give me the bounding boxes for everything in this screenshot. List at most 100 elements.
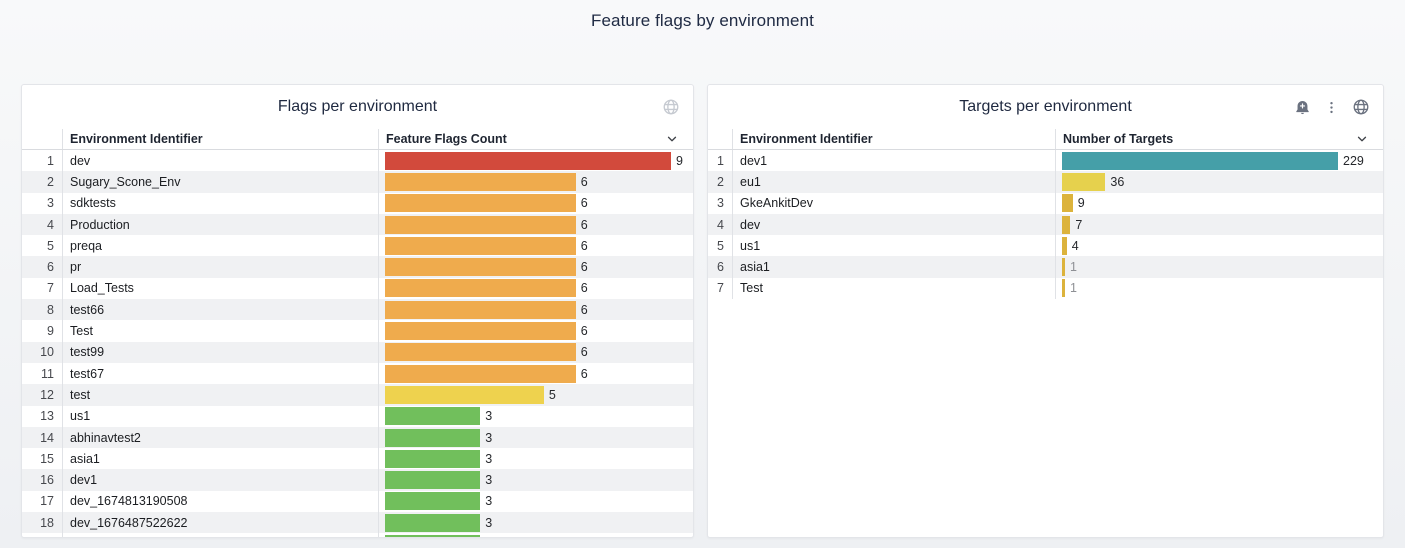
table-row: 7 Load_Tests 6 — [22, 277, 693, 300]
table-row: 11 test67 6 — [22, 362, 693, 385]
kebab-menu-icon[interactable] — [1324, 100, 1339, 115]
value-label: 6 — [580, 302, 588, 317]
environment-name: test — [63, 384, 379, 406]
chevron-down-icon[interactable] — [665, 132, 679, 146]
value-bar — [385, 279, 576, 298]
table-row: 16 dev1 3 — [22, 469, 693, 491]
environment-name: dev_1676487522622 — [63, 512, 379, 534]
table-row: 9 Test 6 — [22, 320, 693, 342]
value-label: 6 — [580, 281, 588, 296]
table-row: 5 preqa 6 — [22, 235, 693, 257]
bar-cell: 6 — [379, 342, 693, 363]
value-bar — [385, 364, 576, 383]
environment-name: dev1 — [733, 150, 1056, 172]
row-number: 1 — [708, 150, 733, 172]
value-label: 7 — [1075, 217, 1083, 232]
environment-column-header[interactable]: Environment Identifier — [733, 129, 1056, 149]
environment-name: asia1 — [733, 256, 1056, 278]
table-row: 3 sdktests 6 — [22, 192, 693, 214]
table-row: 1 dev 9 — [22, 150, 693, 172]
bar-cell: 3 — [379, 512, 693, 533]
bell-plus-icon[interactable] — [1294, 99, 1311, 116]
globe-icon[interactable] — [662, 98, 680, 116]
value-bar — [385, 449, 481, 468]
value-label: 3 — [485, 409, 493, 424]
value-bar — [1062, 236, 1067, 255]
table-row: 4 dev 7 — [708, 213, 1383, 236]
environment-name: test66 — [63, 299, 379, 321]
environment-name: dev_1674813190508 — [63, 490, 379, 513]
value-bar — [1062, 258, 1065, 277]
value-label: 36 — [1110, 174, 1125, 189]
table-row: 7 Test 1 — [708, 277, 1383, 300]
table-row: 6 asia1 1 — [708, 256, 1383, 278]
chevron-down-icon[interactable] — [1355, 132, 1369, 146]
table-row: 2 Sugary_Scone_Env 6 — [22, 171, 693, 193]
bar-cell: 1 — [1056, 278, 1383, 299]
table-row: 3 GkeAnkitDev 9 — [708, 192, 1383, 214]
environment-name: dev — [733, 213, 1056, 236]
environment-name: Test — [63, 320, 379, 342]
value-label: 6 — [580, 260, 588, 275]
bar-cell: 5 — [379, 384, 693, 405]
row-number: 2 — [708, 171, 733, 193]
dashboard-title: Feature flags by environment — [591, 11, 814, 30]
bar-cell: 3 — [379, 406, 693, 427]
table-header: Environment Identifier Number of Targets — [708, 129, 1383, 150]
environment-name: test67 — [63, 362, 379, 385]
value-label: 6 — [580, 366, 588, 381]
value-bar — [385, 534, 481, 537]
value-column-header[interactable]: Number of Targets — [1063, 132, 1174, 146]
panel-header-icons — [1294, 85, 1370, 129]
bar-cell: 229 — [1056, 150, 1383, 171]
panel-title[interactable]: Flags per environment — [277, 98, 438, 115]
table-row: 10 test99 6 — [22, 341, 693, 363]
environment-column-header[interactable]: Environment Identifier — [63, 129, 379, 149]
environment-name: abhinavtest2 — [63, 426, 379, 449]
panel-title[interactable]: Targets per environment — [959, 98, 1132, 115]
bar-cell: 3 — [379, 448, 693, 469]
value-label: 6 — [580, 345, 588, 360]
value-bar — [385, 471, 481, 490]
environment-name: eu1 — [733, 171, 1056, 193]
environment-name: Test — [733, 277, 1056, 300]
environment-name: Production — [63, 213, 379, 236]
environment-name: dev1 — [63, 469, 379, 491]
value-bar — [385, 151, 671, 170]
bar-cell: 3 — [379, 491, 693, 512]
value-label: 6 — [580, 174, 588, 189]
bar-cell: 9 — [379, 150, 693, 171]
value-label: 4 — [1071, 238, 1079, 253]
value-bar — [1062, 194, 1073, 213]
bar-cell: 4 — [1056, 235, 1383, 256]
value-label: 3 — [485, 537, 492, 538]
row-number: 10 — [22, 341, 63, 363]
value-bar — [1062, 172, 1106, 191]
bar-cell: 3 — [379, 469, 693, 490]
table-row: 4 Production 6 — [22, 213, 693, 236]
value-label: 1 — [1070, 260, 1077, 275]
environment-name: us1 — [733, 235, 1056, 257]
value-bar — [1062, 215, 1071, 234]
value-label: 9 — [1077, 196, 1085, 211]
panel-targets-per-environment: Targets per environment — [707, 84, 1384, 538]
value-column-header[interactable]: Feature Flags Count — [386, 132, 507, 146]
value-label: 3 — [485, 473, 493, 488]
globe-icon[interactable] — [1352, 98, 1370, 116]
table-row: 14 abhinavtest2 3 — [22, 426, 693, 449]
row-number: 1 — [22, 150, 63, 172]
value-bar — [385, 172, 576, 191]
row-number: 18 — [22, 512, 63, 534]
value-label: 229 — [1343, 153, 1364, 168]
environment-name: dev_1676487546612 — [63, 533, 379, 537]
environment-name: sdktests — [63, 192, 379, 214]
row-number: 3 — [708, 192, 733, 214]
panel-header: Flags per environment — [22, 85, 693, 129]
environment-name: asia1 — [63, 448, 379, 470]
bar-cell: 6 — [379, 214, 693, 235]
environment-name: test99 — [63, 341, 379, 363]
bar-cell: 36 — [1056, 171, 1383, 192]
bar-cell: 6 — [379, 171, 693, 192]
table-body: 1 dev1 229 2 eu1 36 3 GkeAnkitDev 9 4 de… — [708, 150, 1383, 300]
row-number: 4 — [22, 213, 63, 236]
